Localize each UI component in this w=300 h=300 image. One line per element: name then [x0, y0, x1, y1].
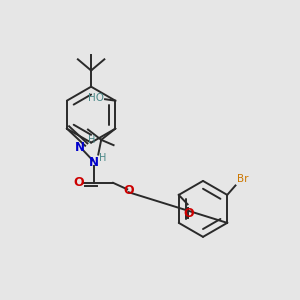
Text: O: O [73, 176, 84, 189]
Text: H: H [98, 153, 106, 163]
Text: H: H [88, 135, 95, 146]
Text: N: N [75, 141, 85, 154]
Text: N: N [89, 156, 99, 169]
Text: Br: Br [237, 174, 248, 184]
Text: O: O [183, 207, 194, 220]
Text: HO: HO [88, 93, 103, 103]
Text: O: O [123, 184, 134, 197]
